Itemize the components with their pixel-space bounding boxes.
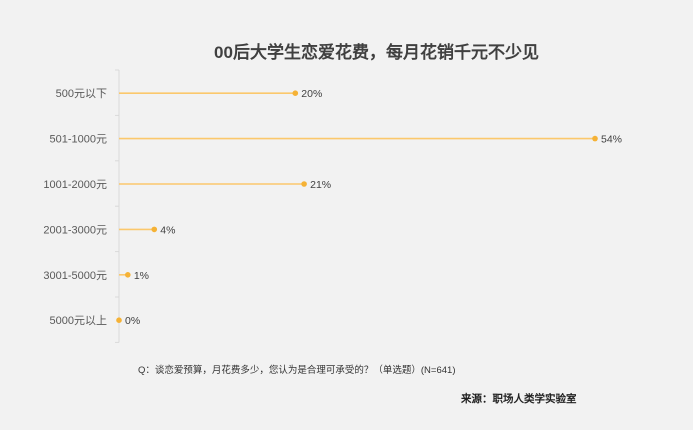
bar-dot — [301, 181, 307, 187]
category-label: 1001-2000元 — [43, 179, 107, 191]
bar-dot — [151, 226, 158, 233]
data-label: 20% — [301, 88, 322, 100]
category-label: 500元以下 — [56, 88, 107, 100]
bar-dot — [116, 317, 122, 324]
category-label: 3001-5000元 — [43, 270, 107, 282]
bar-dot — [292, 90, 299, 96]
bar-dot — [125, 272, 131, 278]
category-label: 5000元以上 — [50, 314, 107, 327]
category-label: 501-1000元 — [50, 134, 108, 146]
bar-dot — [592, 135, 598, 142]
footnote: Q：谈恋爱预算，月花费多少，您认为是合理可承受的？（单选题）(N=641) — [138, 365, 456, 376]
chart-title: 00后大学生恋爱花费，每月花销千元不少见 — [214, 43, 539, 62]
category-label: 2001-3000元 — [43, 224, 107, 236]
data-label: 21% — [310, 179, 331, 191]
source-label: 来源：职场人类学实验室 — [461, 393, 577, 405]
data-label: 54% — [601, 134, 622, 146]
data-label: 4% — [160, 224, 175, 236]
data-label: 0% — [125, 315, 140, 327]
data-label: 1% — [134, 270, 149, 282]
